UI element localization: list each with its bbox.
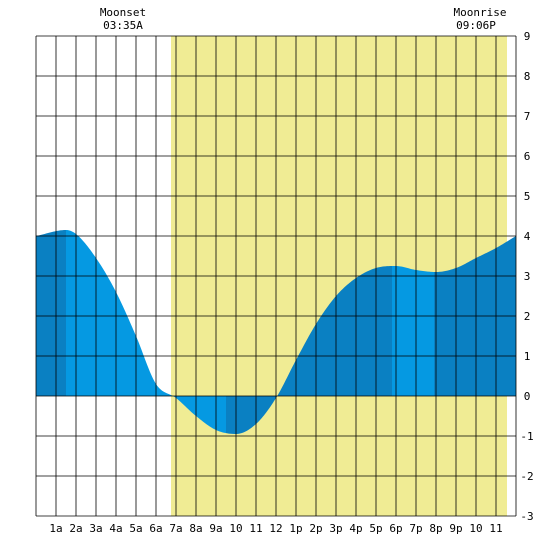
x-tick-label: 2a — [69, 522, 82, 535]
y-tick-label: 6 — [524, 150, 531, 163]
x-tick-label: 6p — [389, 522, 402, 535]
moonrise-time: 09:06P — [456, 19, 496, 32]
moonset-time: 03:35A — [103, 19, 143, 32]
x-tick-label: 7a — [169, 522, 182, 535]
x-tick-label: 4p — [349, 522, 362, 535]
y-tick-label: 3 — [524, 270, 531, 283]
x-tick-label: 3p — [329, 522, 342, 535]
y-tick-label: -1 — [520, 430, 533, 443]
y-tick-label: 2 — [524, 310, 531, 323]
moonrise-label: Moonrise — [454, 6, 507, 19]
x-tick-label: 12 — [269, 522, 282, 535]
x-tick-label: 8p — [429, 522, 442, 535]
x-tick-label: 11 — [489, 522, 502, 535]
tide-area-segment-4 — [226, 396, 276, 434]
tide-area-segment-6 — [392, 266, 434, 396]
y-tick-label: 0 — [524, 390, 531, 403]
y-tick-label: 5 — [524, 190, 531, 203]
x-tick-label: 2p — [309, 522, 322, 535]
x-tick-label: 10 — [229, 522, 242, 535]
y-tick-label: 8 — [524, 70, 531, 83]
x-tick-label: 9p — [449, 522, 462, 535]
x-tick-label: 1a — [49, 522, 62, 535]
x-tick-label: 11 — [249, 522, 262, 535]
y-tick-labels: -3 -2 -1 0 1 2 3 4 5 6 7 8 9 — [520, 30, 533, 523]
tide-area-segment-2 — [66, 230, 179, 401]
grid-layer — [35, 35, 517, 517]
y-tick-label: -3 — [520, 510, 533, 523]
x-tick-label: 8a — [189, 522, 202, 535]
x-tick-label: 10 — [469, 522, 482, 535]
tide-area-segment-5 — [276, 266, 392, 398]
x-tick-label: 7p — [409, 522, 422, 535]
x-tick-label: 5p — [369, 522, 382, 535]
tide-area-segment-3 — [179, 396, 226, 434]
x-tick-label: 5a — [129, 522, 142, 535]
y-tick-label: -2 — [520, 470, 533, 483]
y-tick-label: 7 — [524, 110, 531, 123]
x-tick-label: 4a — [109, 522, 122, 535]
moonset-label: Moonset — [100, 6, 146, 19]
x-tick-labels: 1a 2a 3a 4a 5a 6a 7a 8a 9a 10 11 12 1p 2p 3p 4p 5p 6p 7p 8p… — [49, 522, 502, 535]
y-tick-label: 9 — [524, 30, 531, 43]
x-tick-label: 1p — [289, 522, 302, 535]
y-tick-label: 4 — [524, 230, 531, 243]
tide-area-segment-1 — [36, 230, 66, 396]
x-tick-label: 6a — [149, 522, 162, 535]
x-tick-label: 9a — [209, 522, 222, 535]
y-tick-label: 1 — [524, 350, 531, 363]
x-tick-label: 3a — [89, 522, 102, 535]
